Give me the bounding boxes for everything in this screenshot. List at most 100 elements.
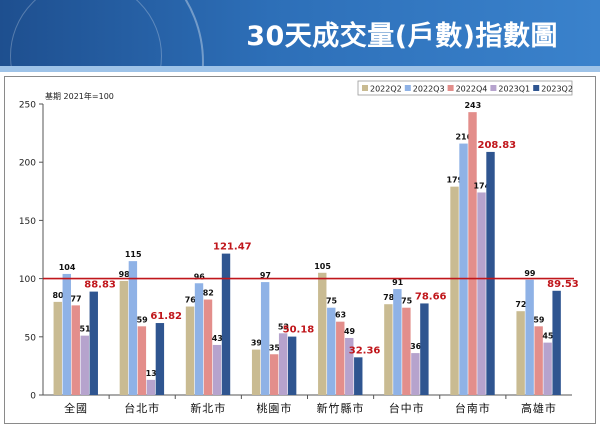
bar-2023Q2-2 — [221, 253, 231, 395]
bar-2022Q2-3 — [251, 349, 261, 395]
data-label: 78 — [383, 293, 395, 302]
bar-2022Q3-7 — [525, 279, 534, 395]
category-label: 台中市 — [389, 401, 425, 415]
data-label: 208.83 — [478, 140, 517, 151]
legend-entry: 2023Q2 — [541, 85, 573, 94]
data-label: 104 — [59, 263, 76, 272]
bar-2022Q4-3 — [269, 354, 279, 395]
data-label: 105 — [314, 262, 331, 271]
category-label: 新竹縣市 — [317, 401, 365, 415]
legend-entry: 2023Q1 — [498, 85, 530, 94]
bar-2022Q4-0 — [71, 305, 80, 395]
bar-2022Q2-5 — [384, 304, 393, 395]
bar-2022Q3-5 — [393, 289, 402, 395]
data-label: 98 — [119, 270, 131, 279]
y-tick-label: 200 — [19, 159, 36, 169]
bar-2023Q1-5 — [411, 353, 420, 395]
page-title: 30天成交量(戶數)指數圖 — [246, 21, 558, 52]
bar-2023Q1-0 — [80, 335, 89, 395]
data-label: 39 — [251, 339, 263, 348]
data-label: 88.83 — [84, 280, 116, 291]
data-label: 179 — [446, 176, 463, 185]
bar-2022Q2-7 — [516, 311, 525, 395]
bar-2022Q3-4 — [327, 307, 336, 395]
legend-entry: 2022Q4 — [456, 85, 488, 94]
y-tick-label: 50 — [25, 333, 37, 343]
category-label: 桃園市 — [256, 401, 292, 415]
data-label: 80 — [52, 291, 64, 300]
bar-2022Q2-4 — [318, 272, 327, 395]
data-label: 174 — [473, 181, 490, 190]
bar-2022Q2-2 — [185, 306, 195, 395]
category-label: 台南市 — [455, 401, 491, 415]
bar-2023Q2-7 — [552, 290, 561, 395]
legend-swatch — [362, 85, 368, 91]
bar-2023Q1-1 — [146, 379, 156, 395]
bar-2023Q1-7 — [543, 342, 552, 395]
header-banner: 30天成交量(戶數)指數圖 — [0, 0, 600, 72]
data-label: 76 — [185, 296, 197, 305]
data-label: 61.82 — [150, 311, 182, 322]
banner-stripe — [0, 66, 600, 72]
data-label: 51 — [79, 325, 91, 334]
bar-2023Q1-4 — [345, 337, 354, 395]
data-label: 49 — [344, 327, 356, 336]
data-label: 97 — [260, 271, 271, 280]
data-label: 121.47 — [213, 242, 252, 253]
data-label: 72 — [515, 300, 526, 309]
bar-2022Q4-5 — [402, 307, 411, 395]
data-label: 216 — [455, 133, 472, 142]
bar-2022Q4-1 — [137, 326, 147, 395]
bar-2023Q2-3 — [287, 336, 297, 395]
data-label: 45 — [542, 332, 554, 341]
bar-2022Q3-1 — [128, 261, 138, 395]
category-label: 新北市 — [190, 401, 226, 415]
bar-2022Q4-7 — [534, 326, 543, 395]
bar-2023Q2-6 — [486, 151, 495, 395]
bar-2023Q1-6 — [477, 192, 486, 395]
data-label: 99 — [524, 269, 536, 278]
data-label: 89.53 — [547, 279, 579, 290]
chart-frame — [4, 76, 596, 424]
legend-swatch — [533, 85, 540, 91]
data-label: 75 — [401, 297, 413, 306]
legend-swatch — [490, 85, 497, 91]
data-label: 59 — [137, 315, 149, 324]
bar-2022Q2-0 — [53, 301, 62, 395]
data-label: 243 — [464, 101, 481, 110]
bar-2022Q4-6 — [468, 112, 477, 395]
base-note: 基期 2021年=100 — [45, 91, 114, 101]
legend-swatch — [447, 85, 454, 91]
data-label: 43 — [212, 334, 223, 343]
y-tick-label: 100 — [19, 275, 36, 285]
data-label: 91 — [392, 278, 404, 287]
y-tick-label: 250 — [19, 101, 36, 111]
data-label: 59 — [533, 315, 545, 324]
bar-2023Q1-2 — [212, 344, 222, 395]
data-label: 75 — [326, 297, 338, 306]
bar-2022Q3-0 — [62, 273, 71, 395]
bar-2023Q2-0 — [89, 291, 98, 395]
data-label: 53 — [278, 322, 289, 331]
data-label: 36 — [410, 342, 422, 351]
y-tick-label: 150 — [19, 217, 36, 227]
bar-2022Q3-3 — [260, 282, 270, 395]
data-label: 13 — [146, 369, 157, 378]
data-label: 78.66 — [415, 291, 447, 302]
y-tick-label: 0 — [30, 392, 36, 402]
data-label: 82 — [203, 289, 214, 298]
bar-2023Q2-4 — [354, 357, 363, 395]
bar-2022Q4-4 — [336, 321, 345, 395]
bar-2022Q2-6 — [450, 186, 459, 395]
data-label: 77 — [70, 294, 81, 303]
bar-2022Q3-2 — [194, 283, 204, 395]
bar-2023Q2-1 — [155, 323, 165, 395]
legend-swatch — [404, 85, 411, 91]
category-label: 台北市 — [124, 401, 160, 415]
bar-2022Q3-6 — [459, 143, 468, 395]
data-label: 63 — [335, 311, 346, 320]
bar-2023Q2-5 — [420, 303, 429, 395]
data-label: 35 — [269, 343, 281, 352]
data-label: 32.36 — [349, 345, 381, 356]
bar-2023Q1-3 — [278, 333, 288, 395]
